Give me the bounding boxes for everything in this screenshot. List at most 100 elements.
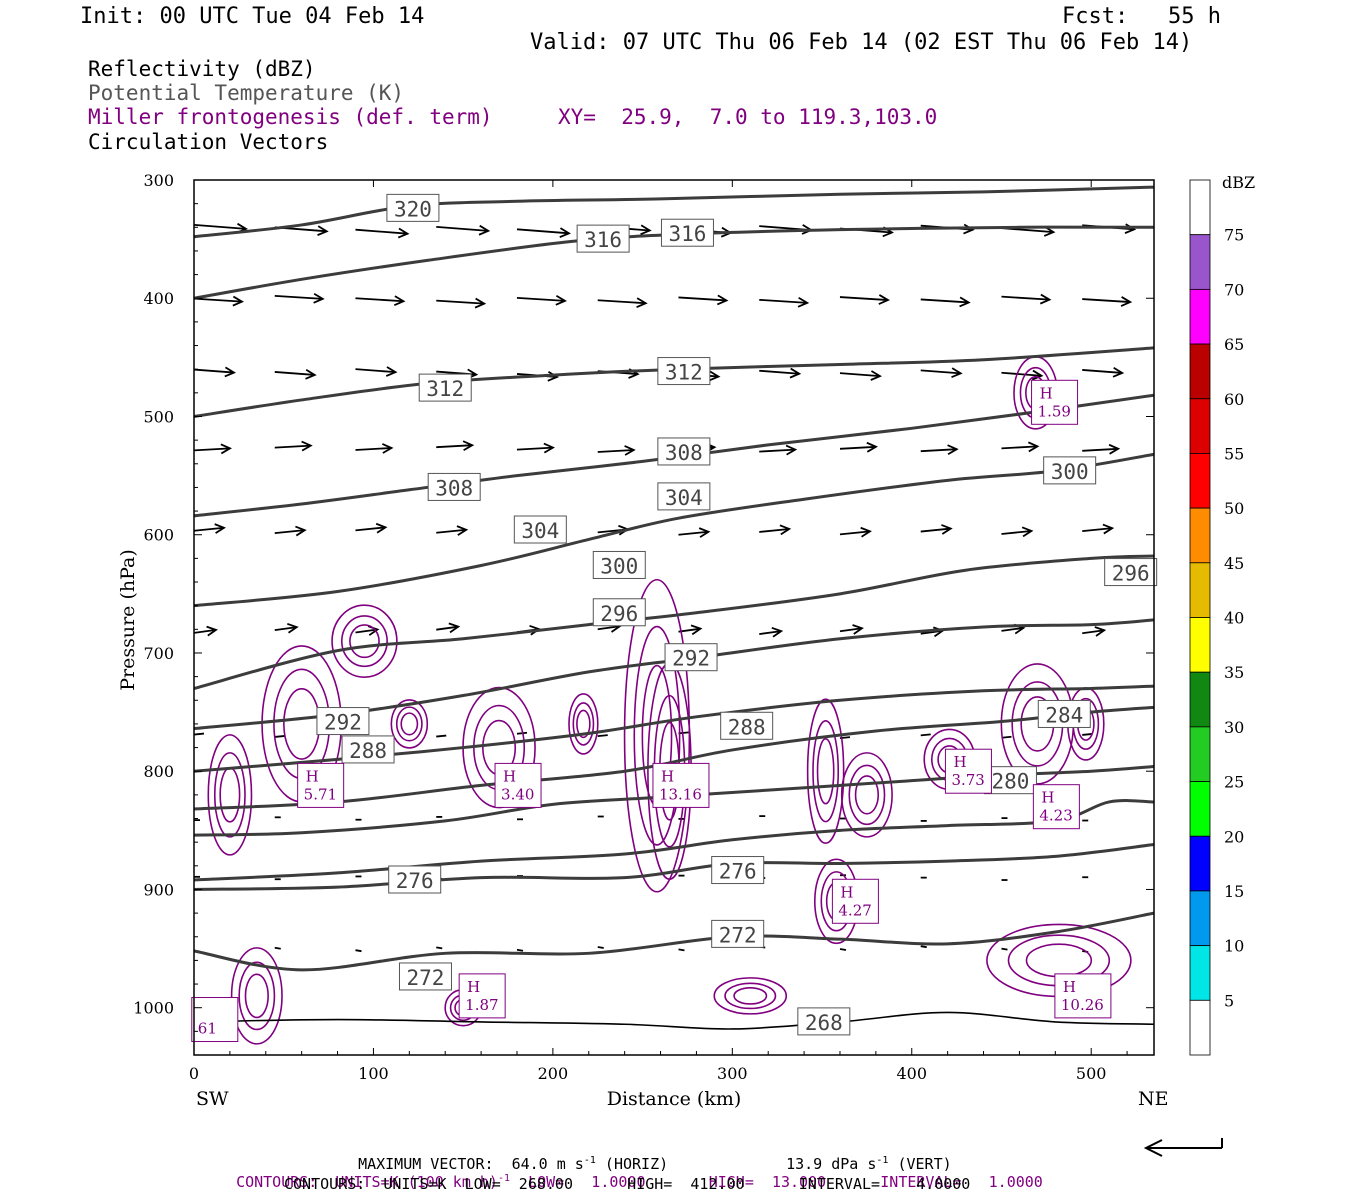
- y-tick-label: 800: [143, 762, 174, 781]
- frontogenesis-max-box: [1031, 379, 1079, 425]
- colorbar-segment: [1189, 617, 1211, 673]
- frontogenesis-max-value: 13.16: [659, 785, 702, 803]
- circulation-vector: [355, 297, 404, 303]
- theta-label-box: [592, 598, 646, 627]
- vector-arrowhead: [1112, 366, 1125, 378]
- theta-contour-label: 304: [665, 486, 703, 510]
- colorbar-tick-label: 55: [1224, 444, 1244, 463]
- circulation-vector: [839, 445, 877, 450]
- theta-label-box: [1104, 558, 1158, 587]
- theta-contour-label: 312: [665, 361, 703, 385]
- vector-arrowhead: [963, 223, 975, 235]
- vector-arrowhead: [301, 440, 313, 452]
- vector-arrowhead: [295, 525, 307, 537]
- frontogenesis-contour: [230, 947, 283, 1045]
- vector-arrowhead: [771, 626, 784, 638]
- vector-arrowhead: [381, 443, 394, 454]
- colorbar-tick-label: 40: [1224, 609, 1244, 628]
- frontogenesis-max-label: H: [467, 978, 480, 996]
- theta-label-box: [427, 472, 481, 501]
- colorbar-segment: [1189, 288, 1211, 345]
- vector-arrowhead: [462, 440, 475, 451]
- circulation-vector: [1001, 445, 1038, 450]
- circulation-vector: [678, 530, 709, 536]
- vector-arrowhead: [317, 225, 329, 236]
- vector-arrowhead: [448, 622, 461, 634]
- frontogenesis-max-box: [1054, 973, 1112, 1019]
- frontogenesis-contour: [244, 973, 269, 1019]
- circulation-vector: [355, 949, 362, 953]
- legend-potential-temperature: Potential Temperature (K): [88, 81, 405, 105]
- colorbar-segment: [1189, 781, 1211, 837]
- frontogenesis-contour: [213, 752, 246, 838]
- circulation-vector: [355, 526, 386, 532]
- frontogenesis-max-value: 5.71: [304, 785, 337, 803]
- theta-contour-line: [194, 185, 1154, 239]
- colorbar-segment: [1189, 343, 1211, 400]
- theta-contour-line: [194, 1011, 1154, 1030]
- circulation-vector: [355, 628, 378, 634]
- legend-xy-endpoints: XY= 25.9, 7.0 to 119.3,103.0: [558, 105, 938, 129]
- theta-label-box: [720, 711, 774, 740]
- frontogenesis-contour: [713, 977, 788, 1015]
- circulation-vector: [678, 948, 685, 952]
- colorbar-segment: [1189, 945, 1211, 1001]
- frontogenesis-max-box: [191, 997, 239, 1043]
- circulation-vector: [1082, 298, 1131, 303]
- colorbar-segment: [1189, 507, 1211, 564]
- colorbar-segment: [1189, 671, 1211, 728]
- circulation-vector: [1082, 369, 1123, 374]
- circulation-vector: [516, 446, 554, 451]
- colorbar-tick-label: 70: [1224, 280, 1244, 299]
- colorbar-segment: [1189, 726, 1211, 782]
- vector-arrowhead: [698, 527, 711, 538]
- theta-contour-label: 288: [728, 715, 766, 739]
- legend-circulation-vectors: Circulation Vectors: [88, 130, 329, 154]
- circulation-vector: [516, 948, 524, 952]
- vector-arrowhead: [1021, 526, 1034, 538]
- frontogenesis-max-label: H: [1063, 978, 1076, 996]
- theta-label-box: [664, 643, 718, 672]
- vector-arrowhead: [305, 368, 317, 380]
- theta-contour-label: 320: [394, 197, 432, 221]
- vector-arrowhead: [779, 524, 792, 536]
- frontogenesis-contour: [395, 706, 423, 742]
- vector-arrowhead: [206, 625, 218, 637]
- circulation-vector: [274, 294, 323, 300]
- colorbar-tick-label: 15: [1224, 882, 1244, 901]
- footer-max-vector-vert: 13.9 dPa s-1 (VERT): [786, 1155, 952, 1173]
- frontogenesis-contour: [219, 767, 241, 823]
- colorbar-title: dBZ: [1222, 173, 1255, 192]
- frontogenesis-contour: [572, 702, 595, 746]
- vector-arrowhead: [866, 441, 878, 453]
- colorbar-tick-label: 30: [1224, 718, 1244, 737]
- circulation-vector: [1001, 295, 1050, 301]
- vector-arrowhead: [1108, 443, 1121, 455]
- theta-contour-line: [194, 911, 1154, 972]
- legend-miller-frontogenesis: Miller frontogenesis (def. term): [88, 105, 493, 129]
- frontogenesis-max-label: H: [306, 767, 319, 785]
- theta-label-box: [797, 1007, 851, 1036]
- circulation-vector: [759, 298, 808, 304]
- frontogenesis-max-label: H: [840, 883, 853, 901]
- x-axis-title: Distance (km): [607, 1088, 742, 1110]
- theta-label-box: [398, 962, 452, 991]
- circulation-vector: [516, 731, 528, 735]
- circulation-vector: [597, 299, 646, 305]
- theta-contour-label: 284: [1045, 703, 1083, 727]
- theta-contour-label: 300: [1051, 460, 1089, 484]
- circulation-vector: [678, 296, 727, 302]
- frontogenesis-contour: [840, 752, 893, 838]
- circulation-vector: [597, 946, 604, 949]
- theta-contour-label: 288: [349, 739, 387, 763]
- circulation-vector: [920, 369, 961, 375]
- circulation-vector: [597, 449, 634, 453]
- theta-label-box: [418, 373, 472, 402]
- vector-arrowhead: [789, 367, 802, 379]
- footer-max-vector: MAXIMUM VECTOR: 64.0 m s-1 (HORIZ): [358, 1155, 669, 1173]
- circulation-vector: [920, 945, 927, 949]
- vector-arrowhead: [1094, 626, 1107, 637]
- frontogenesis-max-value: 1.59: [1038, 402, 1071, 420]
- frontogenesis-contour: [400, 712, 419, 736]
- circulation-vector: [839, 530, 871, 536]
